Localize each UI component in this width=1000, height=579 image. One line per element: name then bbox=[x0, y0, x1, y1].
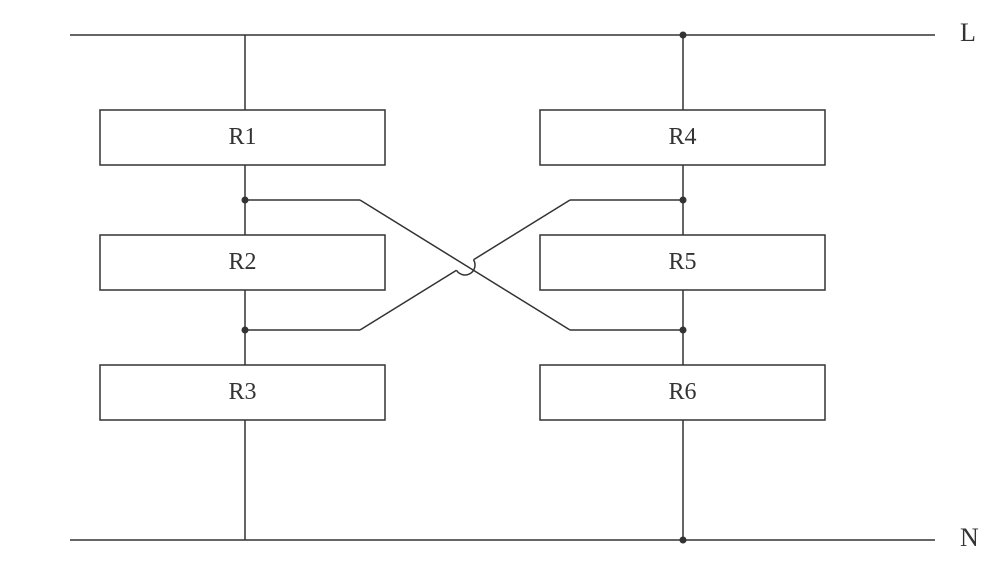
resistor-r4-label: R4 bbox=[668, 124, 696, 150]
resistor-r1-label: R1 bbox=[228, 124, 256, 150]
resistor-r6-label: R6 bbox=[668, 379, 696, 405]
junction-node bbox=[242, 327, 249, 334]
junction-node bbox=[680, 327, 687, 334]
crosslink-diag-b bbox=[474, 200, 570, 260]
junction-node bbox=[680, 197, 687, 204]
resistor-r2-label: R2 bbox=[228, 249, 256, 275]
resistor-r3-label: R3 bbox=[228, 379, 256, 405]
junction-node bbox=[242, 197, 249, 204]
terminal-l-label: L bbox=[960, 18, 976, 47]
junction-node bbox=[680, 537, 687, 544]
junction-node bbox=[680, 32, 687, 39]
terminal-n-label: N bbox=[960, 523, 979, 552]
resistor-r5-label: R5 bbox=[668, 249, 696, 275]
crosslink-diag-b bbox=[360, 270, 456, 330]
